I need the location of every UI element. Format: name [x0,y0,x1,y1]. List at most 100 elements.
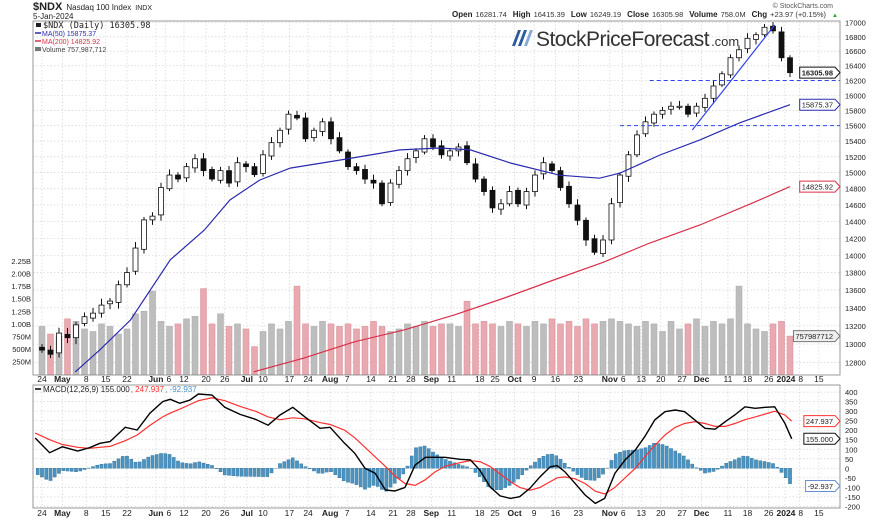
candle-body [64,334,71,339]
ma200-marker-box [799,180,841,193]
macd-histogram-bar [724,462,729,469]
volume-bar [761,331,768,375]
x-tick-label: Nov [602,508,618,518]
macd-histogram-bar [78,468,83,472]
x-tick-label: Oct [508,374,522,384]
volume-bar [72,321,80,375]
logo-slashes-icon [512,30,533,46]
x-tick-label: 6 [166,374,171,384]
volume-bar [140,311,148,375]
macd-histogram-bar [171,457,176,469]
volume-bar [582,318,590,375]
x-tick-label: 6 [621,508,626,518]
macd-histogram-bar [575,468,580,475]
macd-histogram-bar [562,462,567,469]
candle-body [311,129,317,139]
x-tick-label: 8 [84,508,89,518]
x-tick-label: Aug [322,508,339,518]
macd-tick-label: -200 [845,502,860,511]
macd-histogram-bar [788,468,792,484]
candle-body [209,169,215,180]
macd-histogram-bar [133,461,138,469]
macd-tick-label: -100 [845,483,860,492]
macd-histogram-bar [439,457,444,469]
macd-histogram-bar [129,458,134,469]
macd-histogram-bar [673,450,678,469]
macd-histogram-bar [520,468,525,476]
volume-bar [259,331,267,375]
volume-bar [548,318,556,375]
price-tick-label: 13600 [845,286,866,295]
macd-histogram-bar [507,468,512,486]
candle-body [447,150,453,157]
candle-body [659,109,666,115]
candle-body [600,239,606,254]
volume-bar [234,323,241,375]
volume-bar [608,318,615,375]
macd-histogram-bar [235,468,240,477]
macd-hist-marker: -92.937 [808,482,833,491]
candle-body [583,219,589,241]
x-tick-label: 24 [303,508,313,518]
macd-histogram-bar [125,455,129,469]
macd-histogram-bar [737,457,741,469]
macd-histogram-bar [167,454,172,469]
candle-body [294,114,300,119]
legend-volume: Volume 757,987,712 [42,47,106,54]
price-tick-label: 13200 [845,322,866,331]
x-tick-label: 21 [388,374,398,384]
volume-tick-label: 1.75B [11,282,31,291]
macd-histogram-bar [269,468,274,474]
macd-histogram-bar [333,468,338,475]
volume-bar [446,323,454,375]
ma50-marker: 15875.37 [802,101,833,110]
volume-bar [276,328,284,375]
volume-bar [531,321,539,375]
price-tick-label: 15400 [845,137,866,146]
x-tick-label: 16 [551,508,561,518]
macd-histogram-bar [112,460,117,469]
volume-tick-label: 1.50B [11,295,31,304]
volume-bar [106,326,114,375]
macd-histogram-bar [222,468,227,476]
price-tick-label: 16800 [845,33,866,42]
candle-body [413,150,419,158]
macd-histogram-bar [720,465,724,469]
candle-body [574,204,581,221]
candle-body [200,158,207,172]
volume-bar [693,318,700,375]
legend-macd-hist: , -92.937 [165,385,197,394]
macd-histogram-bar [218,468,223,472]
macd-histogram-bar [341,468,346,482]
x-tick-label: Jun [148,374,163,384]
x-tick-label: 20 [201,374,211,384]
x-tick-label: Dec [694,508,710,518]
macd-histogram-bar [545,454,550,469]
macd-histogram-bar [371,468,376,486]
volume-bar [285,321,292,375]
volume-bar [599,321,607,375]
volume-bar [395,328,403,375]
volume-bar [123,328,131,375]
legend-macd-signal: , 247.937 [131,385,165,394]
macd-tick-label: -50 [845,474,856,483]
volume-bar [174,323,182,375]
candle-body [719,73,725,86]
volume-bar [667,321,675,375]
candle-body [464,145,470,164]
macd-histogram-bar [329,468,333,472]
macd-histogram-bar [596,468,601,478]
candle-body [243,163,249,168]
macd-histogram-bar [613,453,618,469]
x-tick-label: 10 [258,508,268,518]
price-tick-label: 14400 [845,218,866,227]
volume-tick-label: 500M [12,345,31,354]
x-tick-label: 7 [345,374,350,384]
candle-body [56,332,62,354]
volume-bar [625,323,632,375]
candle-body [421,138,428,153]
candle-body [149,215,156,221]
ohlc-value: 758.0M [721,10,746,19]
macd-histogram-bar [681,455,686,469]
candle-body [515,189,521,205]
